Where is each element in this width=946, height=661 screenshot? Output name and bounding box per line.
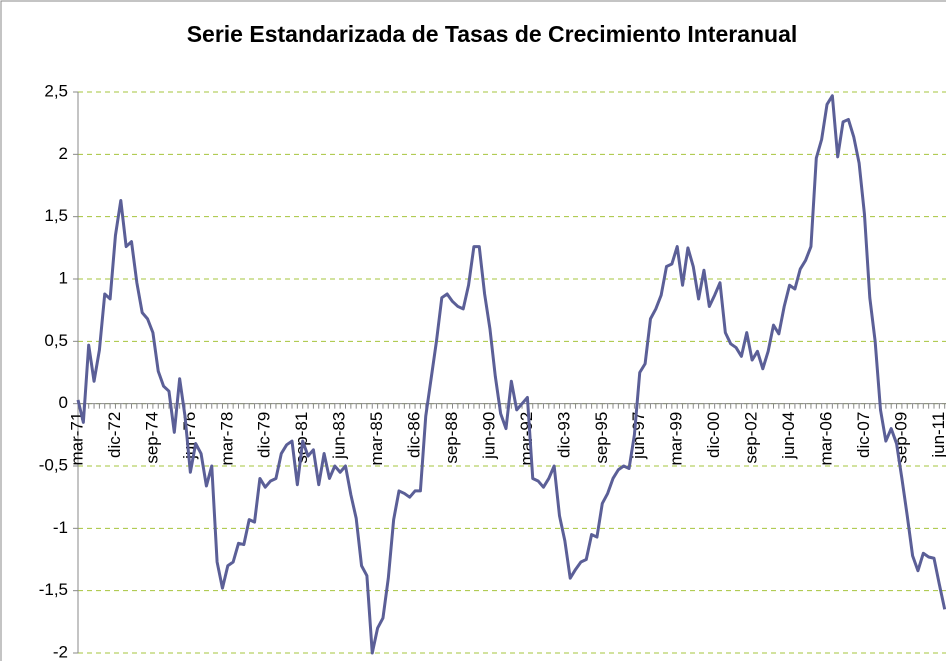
x-tick-label: jun-83: [330, 412, 349, 460]
x-tick-label: mar-71: [67, 412, 86, 466]
x-tick-label: sep-95: [592, 412, 611, 464]
x-tick-label: jun-11: [929, 412, 946, 459]
y-tick-label: -1: [53, 518, 68, 537]
x-tick-label: dic-86: [405, 412, 424, 458]
x-tick-label: dic-79: [255, 412, 274, 458]
y-tick-label: 2: [59, 144, 68, 163]
x-tick-label: jun-04: [779, 412, 798, 460]
x-tick-label: mar-78: [217, 412, 236, 466]
y-tick-label: 1: [59, 268, 68, 287]
x-tick-label: sep-02: [742, 412, 761, 464]
y-tick-label: -1,5: [39, 580, 68, 599]
y-tick-label: 1,5: [44, 206, 68, 225]
y-tick-label: 0,5: [44, 331, 68, 350]
x-tick-label: mar-99: [667, 412, 686, 466]
chart-title: Serie Estandarizada de Tasas de Crecimie…: [187, 21, 798, 47]
y-tick-label: 2,5: [44, 81, 68, 100]
x-tick-label: sep-88: [442, 412, 461, 464]
x-tick-label: dic-72: [105, 412, 124, 458]
x-tick-label: mar-85: [367, 412, 386, 466]
x-tick-label: mar-92: [517, 412, 536, 466]
y-tick-label: -2: [53, 642, 68, 661]
x-tick-label: dic-93: [554, 412, 573, 458]
x-tick-label: sep-74: [142, 412, 161, 464]
x-tick-label: dic-07: [854, 412, 873, 458]
y-tick-label: -0,5: [39, 455, 68, 474]
data-line: [76, 94, 946, 655]
y-tick-label: 0: [59, 393, 68, 412]
x-tick-label: mar-06: [816, 412, 835, 466]
x-tick-label: jun-90: [479, 412, 498, 460]
x-tick-label: dic-00: [704, 412, 723, 458]
